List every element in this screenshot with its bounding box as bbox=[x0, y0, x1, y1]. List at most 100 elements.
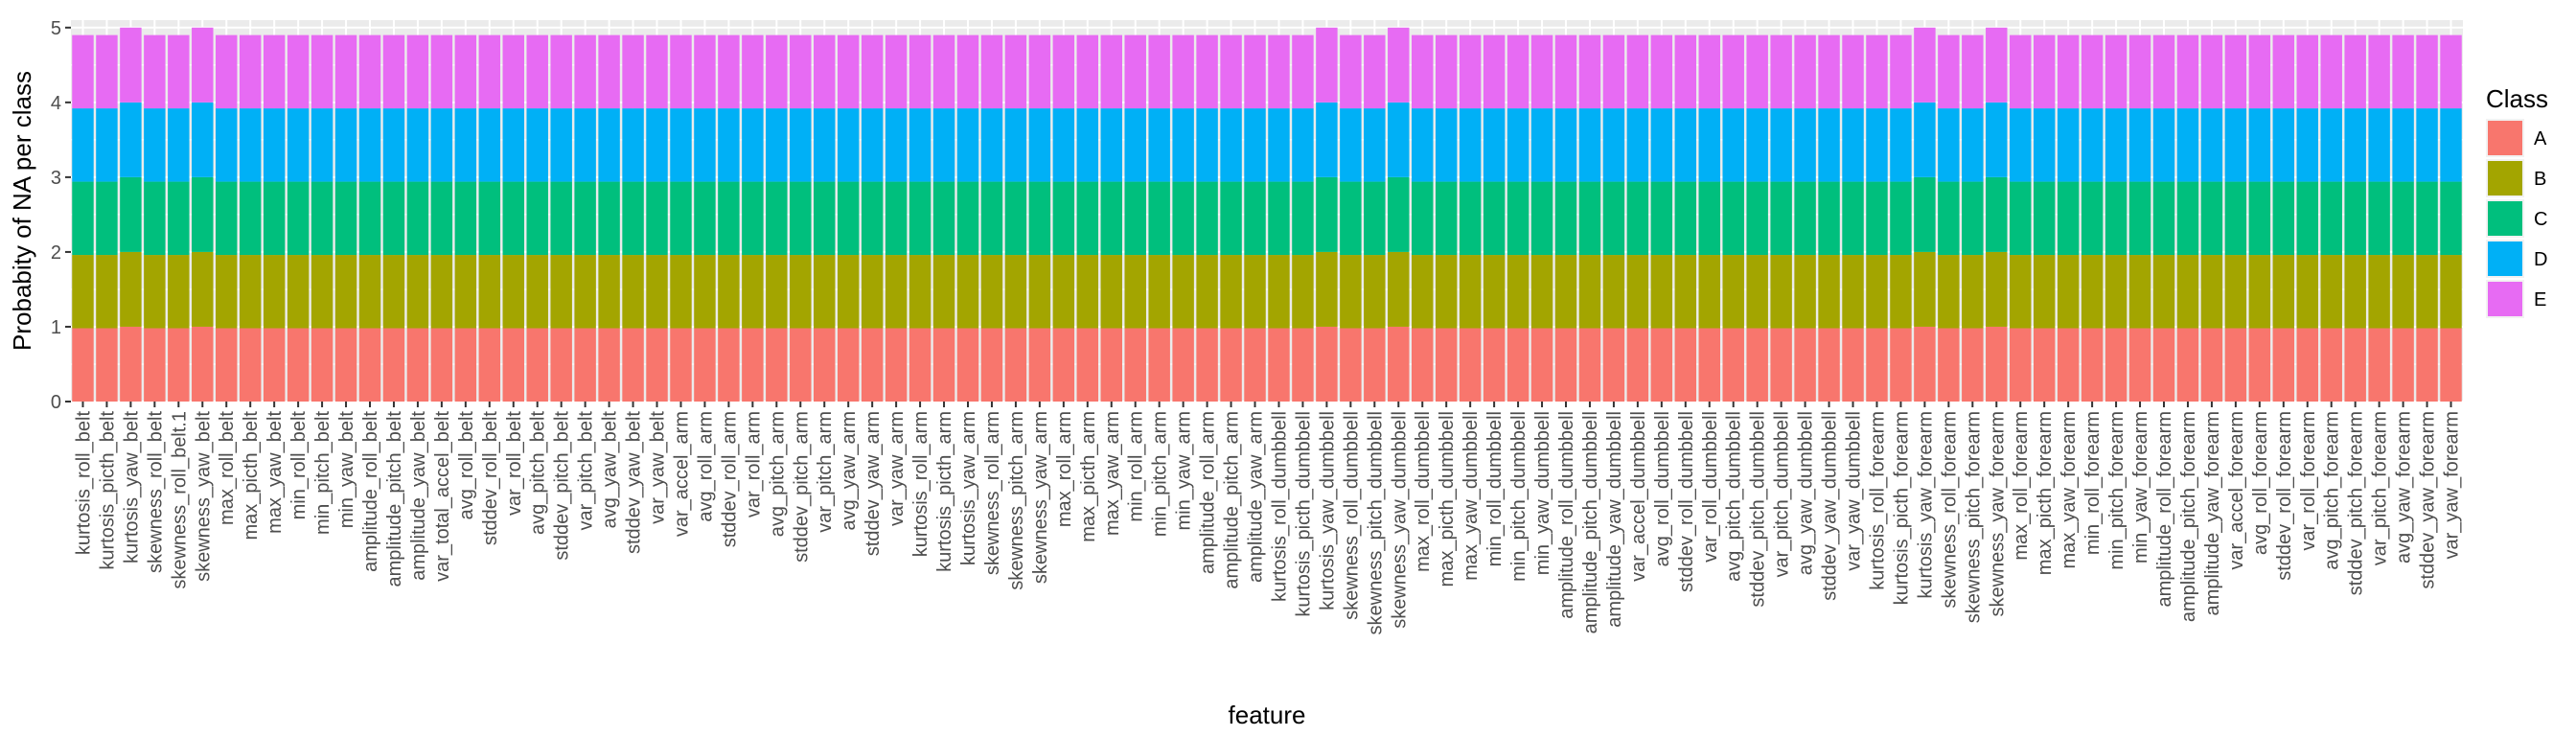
y-tick-label: 4 bbox=[51, 93, 61, 114]
bar-segment-A bbox=[1986, 326, 2008, 402]
bar-segment-D bbox=[2033, 108, 2056, 182]
bar-segment-C bbox=[1698, 181, 1720, 256]
bar-segment-B bbox=[1746, 255, 1768, 329]
bar-segment-E bbox=[478, 34, 501, 109]
bar-segment-C bbox=[1052, 181, 1075, 256]
x-tick-label: min_roll_forearm bbox=[2082, 411, 2104, 555]
bar-segment-D bbox=[1292, 108, 1314, 182]
bar-segment-E bbox=[2176, 34, 2199, 109]
bar-segment-E bbox=[2248, 34, 2271, 109]
bar-segment-B bbox=[694, 255, 716, 329]
bar-segment-C bbox=[454, 181, 477, 256]
bar-segment-B bbox=[885, 255, 908, 329]
bar-segment-D bbox=[670, 108, 692, 182]
bar-segment-D bbox=[956, 108, 979, 182]
bar-segment-E bbox=[1506, 34, 1530, 109]
bar-segment-D bbox=[2272, 108, 2295, 182]
bar-segment-B bbox=[1914, 251, 1936, 327]
x-tick-label: kurtosis_picth_arm bbox=[934, 411, 955, 572]
bar-segment-D bbox=[239, 108, 262, 182]
bar-segment-C bbox=[2128, 181, 2151, 256]
x-tick-label: min_roll_belt bbox=[288, 411, 310, 520]
x-tick-label: stddev_roll_arm bbox=[719, 411, 740, 547]
bar-segment-B bbox=[1530, 255, 1553, 329]
bar-segment-B bbox=[2152, 255, 2175, 329]
bar-segment-D bbox=[1124, 108, 1146, 182]
bar-segment-D bbox=[1100, 108, 1122, 182]
bar-segment-A bbox=[1124, 328, 1146, 402]
bar-segment-C bbox=[2081, 181, 2104, 256]
bar-segment-E bbox=[334, 34, 357, 109]
x-tick-label: max_yaw_belt bbox=[264, 411, 286, 534]
bar-segment-E bbox=[2392, 34, 2414, 109]
bar-segment-E bbox=[2272, 34, 2295, 109]
bar-segment-A bbox=[2033, 328, 2056, 402]
bar-segment-B bbox=[2320, 255, 2342, 329]
bar-segment-A bbox=[72, 328, 94, 402]
bar-segment-E bbox=[598, 34, 620, 109]
bar-segment-C bbox=[1268, 181, 1290, 256]
bar-segment-E bbox=[790, 34, 812, 109]
bar-segment-A bbox=[96, 328, 118, 402]
x-tick-label: stddev_roll_dumbbell bbox=[1676, 411, 1697, 592]
bar-segment-B bbox=[622, 255, 644, 329]
bar-segment-A bbox=[478, 328, 501, 402]
bar-segment-D bbox=[1938, 108, 1960, 182]
x-tick-label: kurtosis_yaw_forearm bbox=[1915, 411, 1936, 599]
bars bbox=[72, 27, 2462, 402]
bar-segment-E bbox=[1866, 34, 1888, 109]
bar-segment-A bbox=[2010, 328, 2032, 402]
bar-segment-D bbox=[1962, 108, 1984, 182]
bar-segment-D bbox=[144, 108, 166, 182]
bar-segment-E bbox=[2368, 34, 2390, 109]
bar-segment-D bbox=[2392, 108, 2414, 182]
bar-segment-B bbox=[2057, 255, 2080, 329]
bar-segment-B bbox=[1124, 255, 1146, 329]
bar-segment-A bbox=[718, 328, 740, 402]
x-tick-label: stddev_pitch_belt bbox=[552, 411, 573, 561]
y-tick-label: 1 bbox=[51, 317, 61, 338]
bar-segment-D bbox=[454, 108, 477, 182]
bar-segment-E bbox=[2296, 34, 2318, 109]
bar-segment-D bbox=[2296, 108, 2318, 182]
bar-segment-A bbox=[1196, 328, 1218, 402]
bar-segment-C bbox=[814, 181, 836, 256]
bar-segment-E bbox=[980, 34, 1003, 109]
bar-segment-B bbox=[2392, 255, 2414, 329]
bar-segment-E bbox=[1674, 34, 1697, 109]
bar-segment-A bbox=[1172, 328, 1194, 402]
bar-segment-A bbox=[1746, 328, 1768, 402]
bar-segment-B bbox=[2368, 255, 2390, 329]
bar-segment-D bbox=[2104, 108, 2128, 182]
bar-segment-C bbox=[1578, 181, 1601, 256]
x-tick-label: var_accel_forearm bbox=[2226, 411, 2247, 570]
bar-segment-E bbox=[168, 34, 190, 109]
x-tick-label: amplitude_yaw_forearm bbox=[2202, 411, 2223, 615]
bar-segment-C bbox=[956, 181, 979, 256]
bar-segment-B bbox=[1028, 255, 1051, 329]
bar-segment-A bbox=[263, 328, 286, 402]
bar-segment-B bbox=[1052, 255, 1075, 329]
bar-segment-D bbox=[814, 108, 836, 182]
bar-segment-B bbox=[2033, 255, 2056, 329]
bar-segment-D bbox=[358, 108, 381, 182]
x-tick-label: var_total_accel_belt bbox=[432, 411, 453, 582]
x-tick-label: avg_yaw_forearm bbox=[2394, 411, 2415, 564]
bar-segment-B bbox=[2224, 255, 2247, 329]
bar-segment-D bbox=[2416, 108, 2438, 182]
bar-segment-E bbox=[263, 34, 286, 109]
bar-segment-A bbox=[622, 328, 644, 402]
bar-segment-D bbox=[526, 108, 548, 182]
bar-segment-B bbox=[1866, 255, 1888, 329]
bar-segment-E bbox=[2224, 34, 2247, 109]
bar-segment-B bbox=[1148, 255, 1170, 329]
bar-segment-D bbox=[1268, 108, 1290, 182]
bar-segment-B bbox=[358, 255, 381, 329]
x-tick-label: kurtosis_roll_belt bbox=[73, 411, 94, 556]
x-tick-label: min_yaw_forearm bbox=[2130, 411, 2151, 564]
bar-segment-C bbox=[1866, 181, 1888, 256]
bar-segment-C bbox=[168, 181, 190, 256]
bar-segment-D bbox=[1842, 108, 1864, 182]
bar-segment-E bbox=[1172, 34, 1194, 109]
x-axis-title: feature bbox=[1229, 701, 1306, 729]
